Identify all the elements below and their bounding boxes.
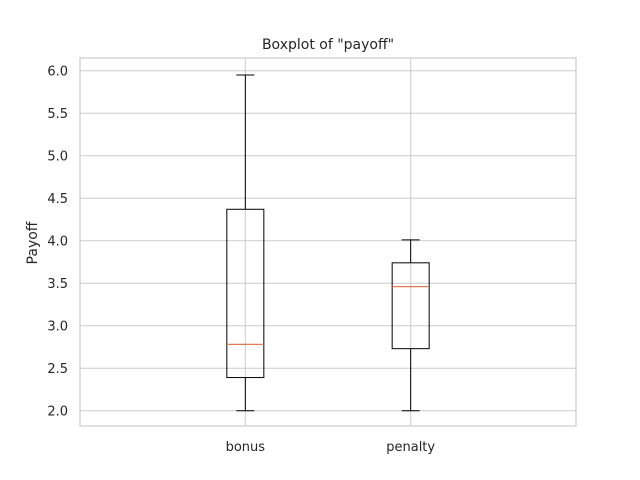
- box-bonus: [226, 74, 265, 412]
- x-tick-label: bonus: [226, 440, 266, 455]
- y-tick-label: 2.5: [47, 362, 68, 377]
- y-tick-label: 2.0: [47, 405, 68, 420]
- y-tick-label: 5.5: [47, 107, 68, 122]
- y-tick-label: 3.0: [47, 320, 68, 335]
- y-tick-label: 4.0: [47, 235, 68, 250]
- tick-layer: 2.0 2.5 3.0 3.5 4.0 4.5 5.0 5.5 6.0 bonus penalty: [47, 65, 435, 455]
- x-tick-label: penalty: [386, 440, 435, 455]
- y-tick-label: 6.0: [47, 65, 68, 80]
- iqr-box: [391, 262, 430, 350]
- y-tick-label: 5.0: [47, 150, 68, 165]
- iqr-box: [226, 208, 265, 379]
- box-penalty: [391, 239, 430, 412]
- y-tick-label: 3.5: [47, 277, 68, 292]
- plot-frame: [79, 57, 577, 427]
- y-axis-label: Payoff: [25, 221, 41, 264]
- chart-title: Boxplot of "payoff": [262, 37, 394, 53]
- grid-layer: [80, 58, 576, 426]
- box-layer: [226, 74, 430, 412]
- y-tick-label: 4.5: [47, 192, 68, 207]
